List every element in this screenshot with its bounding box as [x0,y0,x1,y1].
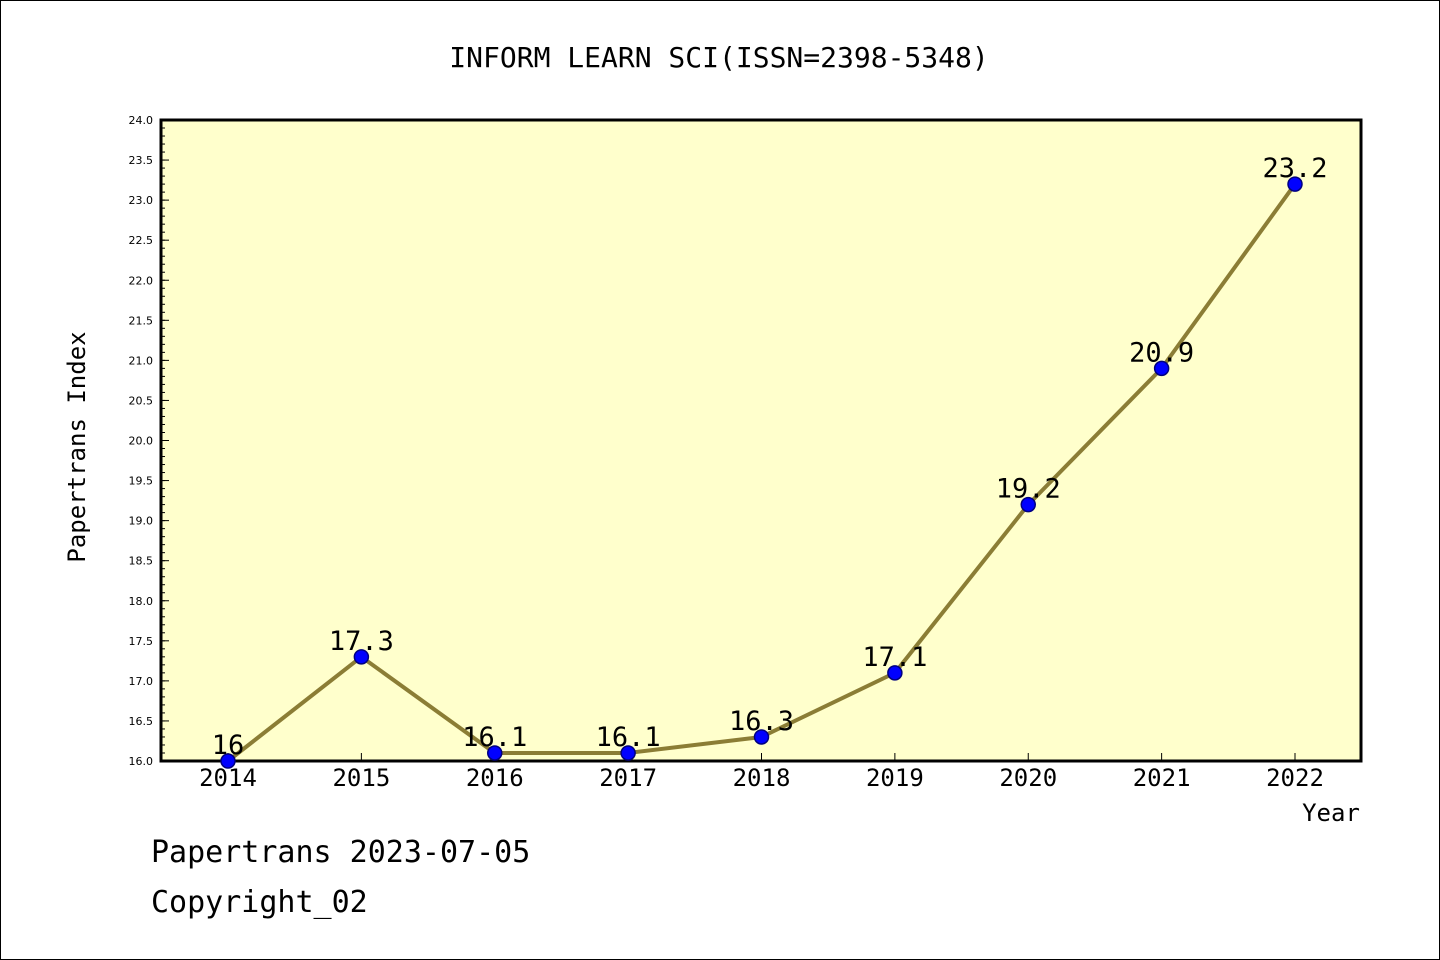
data-point [1287,176,1303,192]
y-tick-label: 24.0 [129,114,154,127]
x-tick-label: 2017 [599,764,657,792]
y-tick-label: 23.0 [129,194,154,207]
data-label: 23.2 [1262,153,1327,184]
series-layer: 16 17.3 16.1 16.1 16.3 17.1 19.2 20.9 23.2 [212,153,1328,769]
data-point [487,745,503,761]
footer-copyright-text: Copyright_02 [151,885,368,920]
x-tick-label: 2022 [1266,764,1324,792]
y-tick-label: 22.0 [129,274,154,287]
data-point [1153,360,1170,377]
y-tick-label: 21.5 [129,314,154,327]
data-label: 16.1 [596,722,661,753]
data-label: 20.9 [1129,337,1194,368]
y-tick-label: 16.5 [129,715,154,728]
x-tick-label: 2020 [999,764,1057,792]
y-tick-label: 23.5 [129,154,154,167]
y-tick-label: 17.5 [129,635,154,648]
x-tick-label: 2016 [466,764,524,792]
footer-date-text: Papertrans 2023-07-05 [151,835,531,870]
data-label: 17.3 [329,626,394,657]
x-axis-label: Year [1302,799,1360,827]
data-point [353,649,370,665]
x-tick-label: 2018 [733,764,791,792]
data-point [1020,496,1036,513]
y-tick-label: 19.5 [129,475,154,488]
y-tick-label: 18.5 [129,555,154,568]
data-point [220,753,236,769]
y-tick-label: 22.5 [129,234,154,247]
chart-title: INFORM LEARN SCI(ISSN=2398-5348) [449,41,988,74]
y-tick-label: 17.0 [129,675,154,688]
y-tick-label: 19.0 [129,515,154,528]
y-axis: 16.0 16.5 17.0 17.5 18.0 18.5 19.0 19.5 20.0 20.5… [129,114,169,768]
data-point [620,745,636,761]
data-label: 19.2 [996,474,1061,505]
x-tick-label: 2021 [1133,764,1191,792]
data-point [753,729,770,745]
data-label: 16.1 [462,722,527,753]
x-axis: 2014 2015 2016 2017 2018 2019 2020 2021 2022 [199,753,1324,792]
y-tick-label: 18.0 [129,595,154,608]
y-axis-label: Papertrans Index [63,331,91,562]
x-tick-label: 2015 [332,764,390,792]
y-tick-label: 20.0 [129,435,154,448]
data-label: 17.1 [862,642,927,673]
plot-area [159,118,1363,763]
y-tick-label: 21.0 [129,354,154,367]
x-tick-label: 2019 [866,764,924,792]
y-tick-label: 20.5 [129,394,154,407]
data-label: 16 [212,730,245,761]
data-label: 16.3 [729,706,794,737]
y-tick-label: 16.0 [129,755,154,768]
data-point [887,665,903,681]
